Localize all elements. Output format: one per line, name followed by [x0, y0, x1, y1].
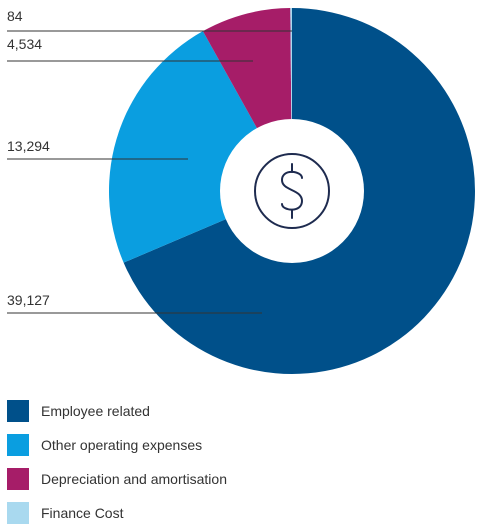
data-label-depreciation-and-amortisation: 4,534	[7, 36, 42, 52]
legend-label: Other operating expenses	[41, 437, 203, 453]
legend-label: Depreciation and amortisation	[41, 471, 227, 487]
legend-item-depreciation-and-amortisation: Depreciation and amortisation	[7, 462, 227, 496]
legend-label: Finance Cost	[41, 505, 124, 521]
legend-item-other-operating-expenses: Other operating expenses	[7, 428, 227, 462]
legend-swatch-other-operating-expenses	[7, 434, 29, 456]
legend-swatch-employee-related	[7, 400, 29, 422]
data-label-employee-related: 39,127	[7, 292, 50, 308]
legend-item-employee-related: Employee related	[7, 394, 227, 428]
legend-swatch-finance-cost	[7, 502, 29, 524]
legend: Employee related Other operating expense…	[7, 394, 227, 530]
data-label-other-operating-expenses: 13,294	[7, 138, 50, 154]
legend-swatch-depreciation-and-amortisation	[7, 468, 29, 490]
data-labels: 39,127 13,294 4,534 84	[7, 8, 292, 314]
dollar-icon	[254, 153, 330, 229]
legend-label: Employee related	[41, 403, 150, 419]
data-label-finance-cost: 84	[7, 8, 23, 24]
legend-item-finance-cost: Finance Cost	[7, 496, 227, 530]
